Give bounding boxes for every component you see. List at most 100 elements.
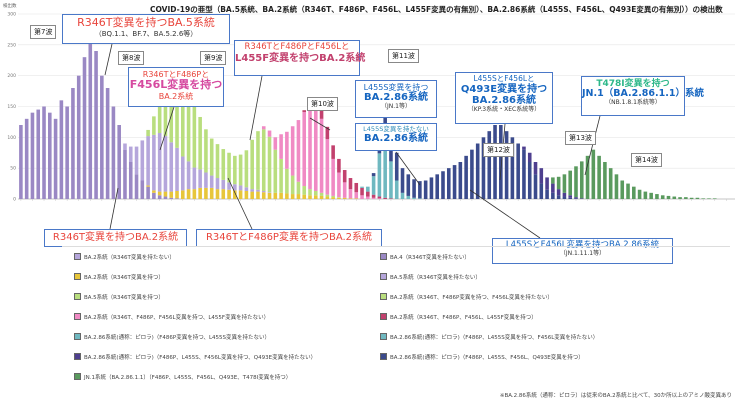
bar-segment-s4-w44 [273, 137, 278, 150]
legend-swatch [380, 313, 387, 320]
callout-t478i-line2: JN.1（BA.2.86.1.1）系統 [582, 88, 704, 100]
bar-segment-s3-w54 [331, 195, 335, 198]
bar-segment-s1-w46 [285, 193, 289, 199]
callout-r346t-ba2-line1: R346T変異を持つBA.2系統 [52, 232, 179, 243]
bar-segment-s7-w81 [487, 131, 492, 199]
bar-segment-s1-w27 [175, 190, 179, 199]
legend-swatch [74, 373, 81, 380]
bar-segment-s4-w58 [354, 192, 359, 199]
bar-segment-s1-w52 [319, 195, 324, 199]
bar-segment-s4-w51 [313, 104, 318, 191]
bar-segment-s3-w43 [267, 136, 272, 193]
callout-q493e-line2: Q493E変異を持つ [460, 83, 548, 95]
bar-segment-s5-w56 [342, 170, 347, 183]
callout-leader-3 [309, 117, 331, 131]
bar-segment-s1-w41 [256, 191, 260, 199]
bar-segment-s0-w0 [19, 125, 23, 199]
bar-segment-s2-w31 [198, 169, 202, 188]
bar-segment-s0-w2 [30, 112, 35, 199]
bar-segment-s1-w22 [146, 185, 150, 187]
bar-segment-s7-w82 [493, 125, 497, 199]
bar-segment-s3-w46 [285, 168, 289, 194]
bar-segment-s2-w35 [221, 179, 226, 190]
callout-f456l-line2: F456L変異を持つ [129, 78, 223, 92]
legend-swatch [74, 333, 81, 340]
bar-segment-s9-w119 [707, 198, 711, 199]
bar-segment-s0-w22 [146, 186, 150, 199]
bar-segment-s7-w86 [516, 143, 520, 199]
bar-segment-s9-w95 [568, 170, 572, 196]
bar-segment-s1-w38 [238, 190, 243, 199]
bar-segment-s1-w45 [279, 192, 283, 199]
bar-segment-s3-w34 [215, 144, 220, 179]
bar-segment-s0-w18 [123, 149, 127, 199]
bar-segment-s8-w93 [556, 189, 561, 196]
bar-segment-s8-w87 [522, 146, 526, 150]
legend-label: BA.5系統（R346T変異を持つ） [84, 295, 164, 301]
bar-segment-s7-w79 [475, 143, 480, 199]
bar-segment-s3-w44 [273, 149, 278, 193]
callout-leader-0 [104, 43, 113, 76]
bar-segment-s3-w36 [227, 152, 231, 183]
bar-segment-s8-w88 [527, 152, 532, 162]
bar-segment-s2-w40 [250, 189, 254, 192]
bar-segment-s7-w70 [423, 180, 428, 199]
bar-segment-s9-w93 [556, 176, 561, 190]
legend-swatch [380, 353, 387, 360]
bar-segment-s4-w43 [267, 130, 272, 137]
bar-segment-s1-w57 [348, 198, 353, 199]
wave-label-7: 第7波 [30, 25, 57, 39]
bar-segment-s3-w41 [256, 131, 260, 190]
legend-item: JN.1系統（BA.2.86.1.1）（F486P、L455S、F456L、Q4… [74, 373, 291, 382]
legend-swatch [74, 273, 81, 280]
bar-segment-s6-w65 [394, 180, 399, 199]
bar-segment-s0-w21 [140, 180, 145, 199]
bar-segment-s0-w3 [36, 109, 41, 199]
bar-segment-s3-w28 [181, 70, 185, 157]
callout-leader-6 [584, 115, 601, 176]
bar-segment-s2-w24 [157, 133, 162, 192]
bar-segment-s1-w40 [250, 191, 254, 199]
bar-segment-s0-w16 [111, 106, 116, 199]
legend-label: BA.4（R346T変異を持たない） [390, 255, 470, 261]
bar-segment-s7-w91 [545, 189, 549, 199]
bar-segment-s9-w116 [689, 197, 694, 199]
bar-segment-s6-w64 [389, 161, 393, 199]
bar-segment-s9-w110 [655, 194, 659, 199]
bar-segment-s5-w60 [366, 191, 370, 197]
chart-title: COVID-19の亜型（BA.5系統、BA.2系統（R346T、F486P、F4… [150, 5, 723, 14]
bar-segment-s8-w94 [562, 192, 567, 197]
legend-label: BA.2系統（R346T、F486P変異を持つ、F456L変異を持たない） [390, 295, 553, 301]
bar-segment-s0-w23 [152, 192, 156, 199]
bar-segment-s4-w47 [290, 126, 295, 176]
bar-segment-s2-w28 [181, 156, 185, 191]
bar-segment-s1-w48 [296, 194, 301, 199]
bar-segment-s0-w19 [128, 162, 133, 199]
bar-segment-s5-w63 [383, 197, 387, 199]
bar-segment-s3-w51 [313, 190, 318, 196]
legend-label: JN.1系統（BA.2.86.1.1）（F486P、L455S、F456L、Q4… [84, 375, 292, 381]
bar-segment-s4-w61 [371, 197, 376, 199]
bar-segment-s8-w92 [551, 183, 555, 193]
bar-segment-s7-w77 [464, 155, 468, 199]
bar-segment-s1-w30 [192, 189, 197, 199]
legend-item: BA.2系統（R346T変異を持たない） [74, 253, 175, 262]
bar-segment-s4-w54 [331, 158, 335, 196]
bar-segment-s7-w71 [429, 177, 434, 199]
bar-segment-s9-w97 [579, 161, 584, 199]
callout-no-l455s-line2: BA.2.86系統 [363, 133, 429, 145]
bar-segment-s7-w78 [470, 149, 474, 199]
bar-segment-s9-w108 [643, 191, 648, 199]
bar-segment-s5-w61 [371, 194, 376, 198]
bar-segment-s1-w44 [273, 192, 278, 199]
bar-segment-s1-w43 [267, 192, 272, 199]
bar-segment-s7-w73 [441, 171, 445, 199]
bar-segment-s3-w50 [308, 189, 312, 196]
bar-segment-s2-w41 [256, 189, 260, 192]
callout-l455s-ba286: L455S変異を持つ BA.2.86系統 （JN.1等） [355, 80, 437, 118]
bar-segment-s2-w38 [238, 185, 243, 191]
bar-segment-s3-w25 [163, 80, 168, 137]
legend-item: BA.2.86系統(通称：ピロラ)（F486P変異を持つ、L455S変異を持たな… [74, 333, 270, 342]
bar-segment-s1-w58 [354, 198, 359, 199]
callout-no-l455s-ba286: L455S変異を持たない BA.2.86系統 [355, 123, 437, 151]
